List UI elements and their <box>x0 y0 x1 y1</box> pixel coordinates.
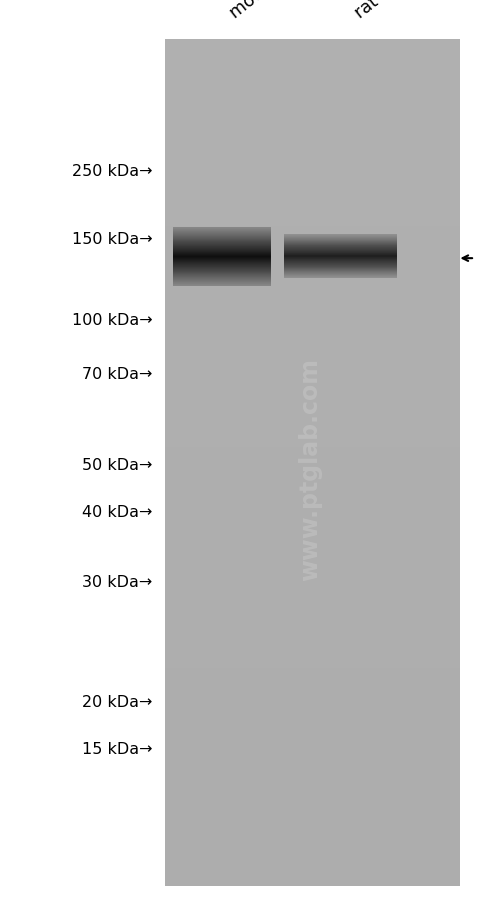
Text: 100 kDa→: 100 kDa→ <box>72 313 152 327</box>
Text: 40 kDa→: 40 kDa→ <box>82 505 152 520</box>
Text: 30 kDa→: 30 kDa→ <box>82 575 152 589</box>
Text: www.ptglab.com: www.ptglab.com <box>298 358 322 580</box>
Text: 150 kDa→: 150 kDa→ <box>72 232 152 246</box>
Text: 250 kDa→: 250 kDa→ <box>72 164 152 179</box>
Text: mouse brain: mouse brain <box>226 0 324 23</box>
Text: 20 kDa→: 20 kDa→ <box>82 695 152 709</box>
Text: 50 kDa→: 50 kDa→ <box>82 457 152 472</box>
Text: 15 kDa→: 15 kDa→ <box>82 741 152 756</box>
Text: 70 kDa→: 70 kDa→ <box>82 367 152 382</box>
Text: rat brain: rat brain <box>352 0 422 23</box>
